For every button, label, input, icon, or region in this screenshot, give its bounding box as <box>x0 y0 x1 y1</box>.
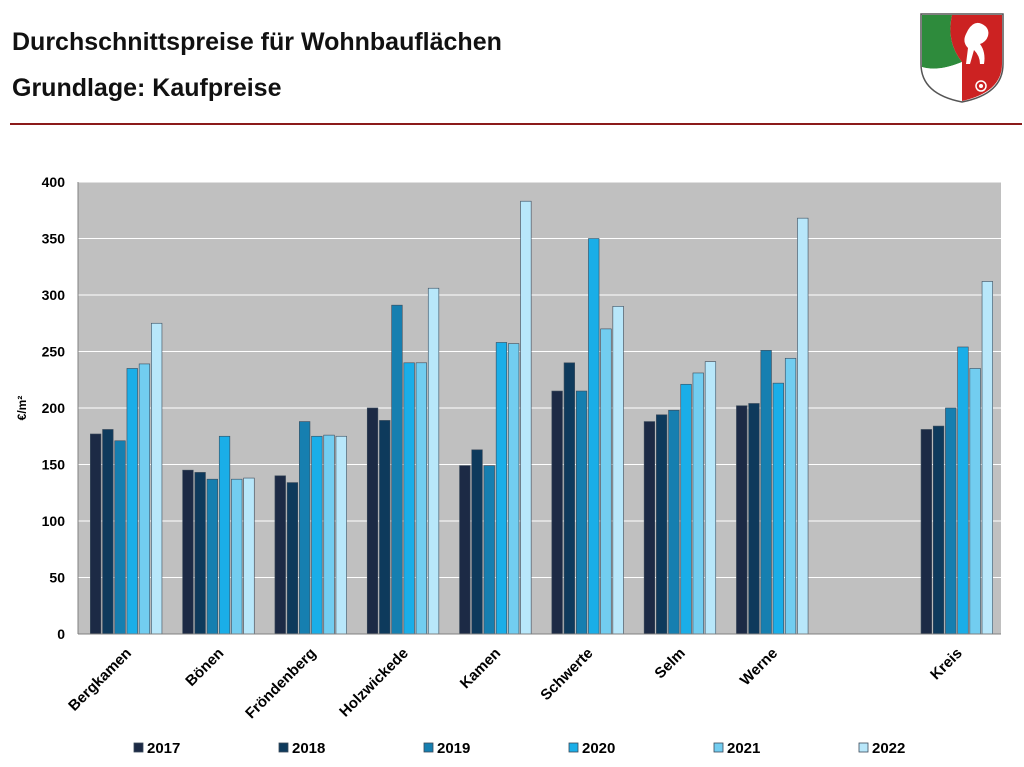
nrw-coat-of-arms-icon <box>920 13 1004 103</box>
bar-2018 <box>102 429 114 635</box>
bar-2022 <box>335 435 347 635</box>
y-tick-label: 0 <box>57 626 65 642</box>
x-tick-label: Werne <box>737 645 781 689</box>
bar-2017 <box>920 429 932 635</box>
legend-label: 2019 <box>437 740 470 757</box>
bar-2020 <box>588 238 600 635</box>
bar-2017 <box>643 421 656 635</box>
x-tick-label: Holzwickede <box>336 645 412 721</box>
bar-2019 <box>575 390 588 635</box>
bar-2021 <box>600 328 612 635</box>
bar-2018 <box>932 425 945 635</box>
legend-swatch <box>278 742 289 753</box>
y-tick-label: 400 <box>42 174 66 190</box>
y-tick-label: 100 <box>42 513 66 529</box>
bar-2021 <box>692 372 704 635</box>
bar-2022 <box>981 281 993 635</box>
bar-2020 <box>403 362 415 635</box>
x-tick-label: Kamen <box>457 645 504 692</box>
bar-2020 <box>126 368 138 635</box>
bar-2017 <box>366 407 379 635</box>
header-divider <box>10 123 1022 125</box>
bar-2020 <box>772 382 784 635</box>
bar-2018 <box>286 482 299 635</box>
bar-2021 <box>784 357 797 635</box>
bar-2022 <box>151 322 163 635</box>
x-tick-label: Fröndenberg <box>242 645 319 722</box>
bar-2021 <box>231 478 243 635</box>
bar-2017 <box>274 475 286 635</box>
bar-2019 <box>945 407 957 635</box>
legend-label: 2022 <box>872 740 905 757</box>
page-title: Durchschnittspreise für Wohnbauflächen <box>12 28 502 56</box>
bar-2021 <box>969 368 981 635</box>
legend-label: 2020 <box>582 740 615 757</box>
bar-chart: 0 50 100 150 200 250 300 350 400 €/m² Bergkamen Bön… <box>15 174 1001 757</box>
bar-2020 <box>495 342 508 635</box>
bar-2021 <box>323 434 335 635</box>
legend-swatch <box>713 742 724 753</box>
x-tick-label: Bönen <box>182 645 227 690</box>
legend-label: 2017 <box>147 740 180 757</box>
bar-2019 <box>483 465 495 635</box>
bar-2017 <box>182 469 194 635</box>
bar-2019 <box>760 350 772 635</box>
legend-swatch <box>423 742 434 753</box>
bar-2017 <box>736 405 748 635</box>
bar-2022 <box>427 287 440 635</box>
bar-2019 <box>114 440 126 635</box>
bar-2017 <box>459 465 471 635</box>
y-axis-label: €/m² <box>15 396 29 421</box>
bar-2020 <box>680 383 692 635</box>
x-tick-label: Schwerte <box>537 645 596 704</box>
bar-2021 <box>415 362 427 635</box>
bar-2019 <box>391 304 403 635</box>
y-tick-label: 200 <box>42 400 66 416</box>
bar-2022 <box>612 306 624 635</box>
y-tick-label: 150 <box>42 457 66 473</box>
bar-2022 <box>520 200 532 635</box>
bar-2020 <box>218 435 231 635</box>
legend-swatch <box>858 742 869 753</box>
bar-2019 <box>668 409 680 635</box>
legend-label: 2021 <box>727 740 760 757</box>
bar-2018 <box>471 449 483 635</box>
bar-2017 <box>90 433 102 635</box>
y-tick-label: 50 <box>49 570 65 586</box>
bar-2022 <box>243 477 255 635</box>
bar-2020 <box>311 435 323 635</box>
bar-2021 <box>508 343 520 635</box>
bar-2018 <box>656 414 668 635</box>
bar-2018 <box>194 472 206 635</box>
bar-2017 <box>551 390 563 635</box>
bar-2022 <box>704 361 717 635</box>
legend-swatch <box>568 742 579 753</box>
bar-2018 <box>379 420 391 635</box>
page-subtitle: Grundlage: Kaufpreise <box>12 74 282 102</box>
bar-2021 <box>138 363 151 635</box>
bar-2019 <box>206 478 218 635</box>
y-tick-label: 350 <box>42 231 66 247</box>
bar-2018 <box>748 403 760 635</box>
bar-2020 <box>957 346 969 635</box>
y-tick-label: 250 <box>42 344 66 360</box>
legend-label: 2018 <box>292 740 325 757</box>
x-tick-label: Selm <box>651 645 688 682</box>
bar-2018 <box>563 362 575 635</box>
bar-2022 <box>797 217 809 635</box>
x-tick-label: Kreis <box>927 645 966 684</box>
legend-swatch <box>133 742 144 753</box>
x-tick-label: Bergkamen <box>65 645 135 715</box>
y-tick-label: 300 <box>42 287 66 303</box>
bar-2019 <box>299 421 311 635</box>
